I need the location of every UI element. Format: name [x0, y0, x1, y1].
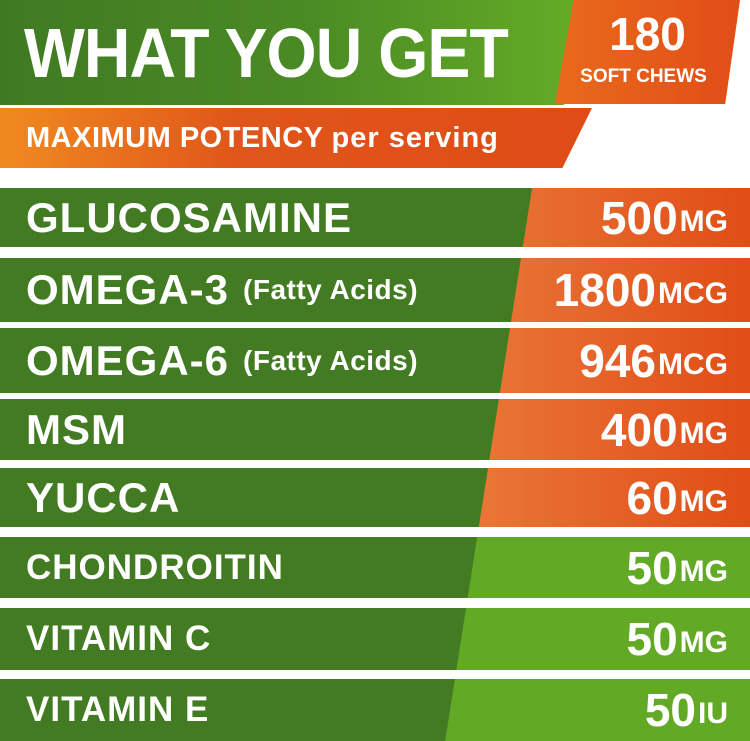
ingredient-name: OMEGA-3 (Fatty Acids)	[26, 258, 418, 322]
amount-panel	[499, 328, 750, 393]
ingredient-name: VITAMIN C	[26, 608, 211, 670]
ingredient-name: GLUCOSAMINE	[26, 188, 352, 247]
amount-value: 500	[600, 191, 678, 244]
ingredient-row: CHONDROITIN 50 MG	[0, 537, 750, 598]
page-title: WHAT YOU GET	[24, 14, 509, 92]
ingredient-amount: 50 IU	[645, 679, 728, 741]
ingredient-label: GLUCOSAMINE	[26, 193, 352, 241]
ingredient-row: GLUCOSAMINE 500 MG	[0, 188, 750, 247]
ingredient-row: MSM 400 MG	[0, 399, 750, 460]
ingredient-amount: 60 MG	[627, 468, 729, 527]
ingredient-row: OMEGA-3 (Fatty Acids) 1800 MCG	[0, 258, 750, 322]
amount-panel	[522, 188, 750, 247]
amount-value: 946	[579, 334, 656, 387]
header-banner: WHAT YOU GET	[0, 0, 600, 105]
amount-unit: MG	[679, 626, 728, 659]
ingredient-amount: 50 MG	[627, 537, 729, 598]
ingredient-amount: 1800 MCG	[554, 258, 728, 322]
badge-label: SOFT CHEWS	[580, 66, 707, 87]
amount-panel	[445, 679, 750, 741]
amount-panel	[489, 399, 750, 460]
amount-panel	[510, 258, 750, 322]
ingredient-name: CHONDROITIN	[26, 537, 284, 598]
amount-unit: MCG	[658, 277, 728, 310]
amount-panel	[456, 608, 750, 670]
ingredient-label: YUCCA	[26, 473, 181, 521]
ingredient-row: OMEGA-6 (Fatty Acids) 946 MCG	[0, 328, 750, 393]
ingredient-note: (Fatty Acids)	[243, 344, 419, 376]
ingredient-label: VITAMIN E	[26, 690, 210, 729]
ingredient-name: OMEGA-6 (Fatty Acids)	[26, 328, 418, 393]
ingredient-row: YUCCA 60 MG	[0, 468, 750, 527]
ingredient-label: VITAMIN C	[26, 619, 212, 658]
ingredient-amount: 946 MCG	[579, 328, 728, 393]
amount-unit: IU	[698, 697, 728, 730]
subtitle-bold: MAXIMUM POTENCY	[26, 122, 323, 154]
ingredient-amount: 400 MG	[601, 399, 728, 460]
count-badge: 180 SOFT CHEWS	[555, 0, 740, 104]
ingredient-label: CHONDROITIN	[26, 547, 284, 587]
ingredient-amount: 50 MG	[627, 608, 729, 670]
ingredient-name: VITAMIN E	[26, 679, 209, 741]
ingredient-label: MSM	[26, 405, 127, 453]
ingredient-label: OMEGA-6	[26, 336, 230, 384]
amount-unit: MG	[679, 204, 728, 238]
amount-unit: MCG	[658, 347, 728, 381]
amount-value: 50	[626, 541, 678, 594]
amount-panel	[467, 537, 750, 598]
amount-unit: MG	[679, 554, 728, 588]
ingredient-name: MSM	[26, 399, 127, 460]
subtitle: MAXIMUM POTENCY per serving	[26, 122, 499, 155]
amount-value: 60	[626, 471, 678, 524]
amount-value: 50	[644, 684, 696, 736]
badge-count: 180	[609, 8, 686, 60]
amount-value: 400	[600, 403, 678, 456]
amount-panel	[478, 468, 750, 527]
ingredient-row: VITAMIN E 50 IU	[0, 679, 750, 741]
ingredient-name: YUCCA	[26, 468, 180, 527]
ingredient-note: (Fatty Acids)	[243, 274, 419, 305]
subtitle-rest: per serving	[331, 122, 499, 154]
ingredient-row: VITAMIN C 50 MG	[0, 608, 750, 670]
amount-value: 1800	[553, 264, 656, 316]
ingredient-amount: 500 MG	[601, 188, 728, 247]
amount-unit: MG	[679, 416, 728, 450]
amount-value: 50	[626, 613, 678, 665]
amount-unit: MG	[679, 484, 728, 518]
subtitle-banner: MAXIMUM POTENCY per serving	[0, 108, 592, 168]
ingredient-label: OMEGA-3	[26, 266, 230, 313]
